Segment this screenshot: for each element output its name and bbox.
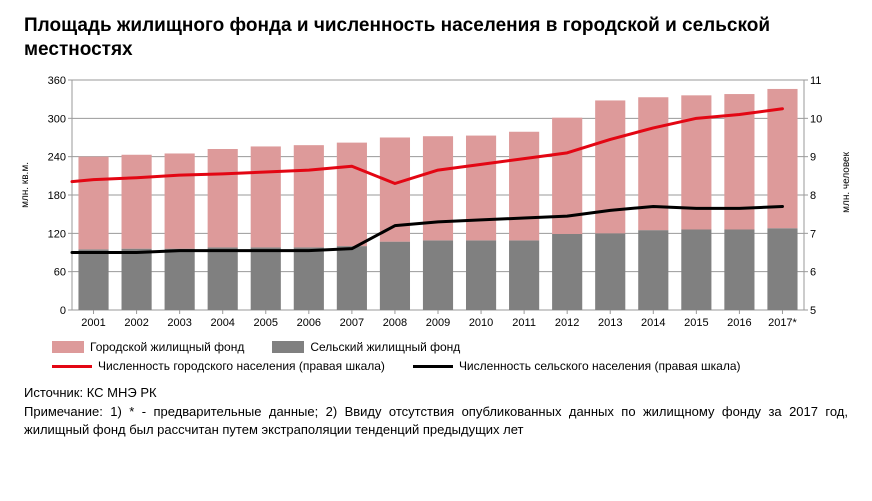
remark-text: Примечание: 1) * - предварительные данны… bbox=[24, 403, 848, 438]
notes: Источник: КС МНЭ РК Примечание: 1) * - п… bbox=[24, 384, 848, 439]
svg-text:2008: 2008 bbox=[383, 317, 407, 329]
lineswatch-urban-pop bbox=[52, 365, 92, 368]
legend: Городской жилищный фонд Сельский жилищны… bbox=[52, 338, 848, 376]
y-right-axis-label: млн. человек bbox=[841, 152, 852, 213]
svg-text:240: 240 bbox=[48, 151, 66, 163]
svg-text:2005: 2005 bbox=[254, 317, 278, 329]
source-text: Источник: КС МНЭ РК bbox=[24, 384, 848, 402]
lineswatch-rural-pop bbox=[413, 365, 453, 368]
legend-item-rural-housing: Сельский жилищный фонд bbox=[272, 338, 460, 357]
svg-text:2001: 2001 bbox=[81, 317, 105, 329]
svg-text:2011: 2011 bbox=[512, 317, 536, 329]
svg-text:2014: 2014 bbox=[641, 317, 665, 329]
svg-text:2006: 2006 bbox=[297, 317, 321, 329]
svg-text:10: 10 bbox=[810, 113, 822, 125]
svg-text:360: 360 bbox=[48, 75, 66, 87]
page-title: Площадь жилищного фонда и численность на… bbox=[24, 14, 848, 62]
svg-text:2004: 2004 bbox=[210, 317, 234, 329]
legend-label-urban-housing: Городской жилищный фонд bbox=[90, 338, 244, 357]
legend-label-rural-pop: Численность сельского населения (правая … bbox=[459, 357, 741, 376]
swatch-urban-housing bbox=[52, 341, 84, 353]
svg-text:2013: 2013 bbox=[598, 317, 622, 329]
svg-text:7: 7 bbox=[810, 228, 816, 240]
svg-text:11: 11 bbox=[810, 75, 821, 87]
y-left-axis-label: млн. кв.м. bbox=[20, 162, 31, 208]
svg-text:2016: 2016 bbox=[727, 317, 751, 329]
legend-label-urban-pop: Численность городского населения (правая… bbox=[98, 357, 385, 376]
svg-text:9: 9 bbox=[810, 151, 816, 163]
svg-text:6: 6 bbox=[810, 266, 816, 278]
svg-text:60: 60 bbox=[54, 266, 66, 278]
svg-text:120: 120 bbox=[48, 228, 66, 240]
svg-text:2010: 2010 bbox=[469, 317, 493, 329]
svg-text:8: 8 bbox=[810, 190, 816, 202]
svg-text:180: 180 bbox=[48, 190, 66, 202]
svg-text:2015: 2015 bbox=[684, 317, 708, 329]
chart-area: млн. кв.м. млн. человек 0560612071808240… bbox=[24, 72, 848, 332]
chart-svg: 0 5 60 6 120 7 180 8 240 9 300 10 360 11 2001 2002 2003 2… bbox=[24, 72, 848, 332]
svg-text:300: 300 bbox=[48, 113, 66, 125]
svg-text:2012: 2012 bbox=[555, 317, 579, 329]
svg-text:2017*: 2017* bbox=[768, 317, 797, 329]
legend-item-urban-housing: Городской жилищный фонд bbox=[52, 338, 244, 357]
legend-item-rural-pop: Численность сельского населения (правая … bbox=[413, 357, 741, 376]
svg-text:2007: 2007 bbox=[340, 317, 364, 329]
svg-text:2002: 2002 bbox=[124, 317, 148, 329]
svg-text:5: 5 bbox=[810, 305, 816, 317]
legend-label-rural-housing: Сельский жилищный фонд bbox=[310, 338, 460, 357]
swatch-rural-housing bbox=[272, 341, 304, 353]
svg-text:0: 0 bbox=[60, 305, 66, 317]
legend-item-urban-pop: Численность городского населения (правая… bbox=[52, 357, 385, 376]
svg-text:2003: 2003 bbox=[167, 317, 191, 329]
svg-text:2009: 2009 bbox=[426, 317, 450, 329]
